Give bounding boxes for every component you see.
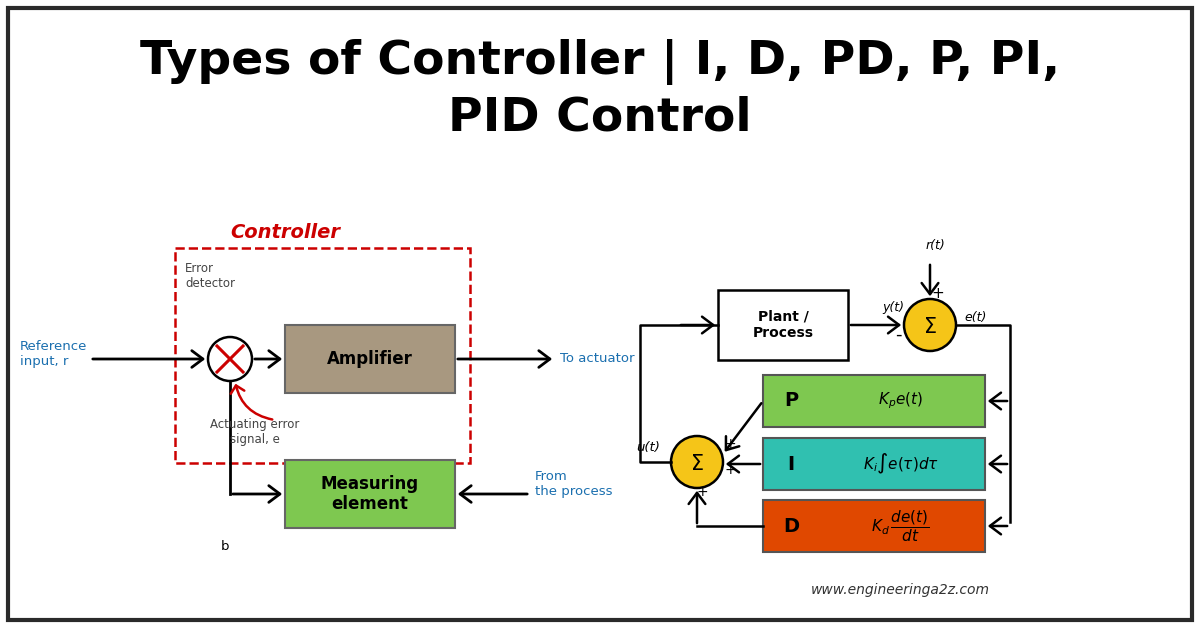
Text: b: b xyxy=(221,540,229,553)
Text: www.engineeringa2z.com: www.engineeringa2z.com xyxy=(810,583,990,597)
Text: -: - xyxy=(895,326,901,344)
Text: +: + xyxy=(724,463,736,477)
FancyBboxPatch shape xyxy=(8,8,1192,620)
Text: Error
detector: Error detector xyxy=(185,262,235,290)
Text: $K_d\,\dfrac{de(t)}{dt}$: $K_d\,\dfrac{de(t)}{dt}$ xyxy=(871,508,930,544)
Text: Reference
input, r: Reference input, r xyxy=(20,340,88,368)
Circle shape xyxy=(904,299,956,351)
Text: y(t): y(t) xyxy=(882,301,904,315)
Text: From
the process: From the process xyxy=(535,470,612,498)
Circle shape xyxy=(208,337,252,381)
Text: $\Sigma$: $\Sigma$ xyxy=(690,454,704,474)
Text: r(t): r(t) xyxy=(925,239,944,252)
Text: Controller: Controller xyxy=(230,222,340,242)
Text: +: + xyxy=(696,485,708,499)
Text: Types of Controller | I, D, PD, P, PI,: Types of Controller | I, D, PD, P, PI, xyxy=(140,39,1060,85)
Text: I: I xyxy=(787,455,794,474)
Text: Plant /
Process: Plant / Process xyxy=(752,310,814,340)
FancyBboxPatch shape xyxy=(763,500,985,552)
FancyBboxPatch shape xyxy=(763,375,985,427)
Text: P: P xyxy=(784,391,798,411)
Text: u(t): u(t) xyxy=(636,441,660,455)
Text: $\Sigma$: $\Sigma$ xyxy=(923,317,937,337)
Text: $K_p e(t)$: $K_p e(t)$ xyxy=(878,391,923,411)
Text: +: + xyxy=(724,437,736,451)
Text: $K_i\int e(\tau)d\tau$: $K_i\int e(\tau)d\tau$ xyxy=(863,452,938,476)
Text: Amplifier: Amplifier xyxy=(328,350,413,368)
Text: Actuating error
signal, e: Actuating error signal, e xyxy=(210,418,300,446)
FancyBboxPatch shape xyxy=(286,325,455,393)
Text: e(t): e(t) xyxy=(964,311,986,325)
Text: PID Control: PID Control xyxy=(448,95,752,141)
FancyBboxPatch shape xyxy=(718,290,848,360)
Text: D: D xyxy=(782,516,799,536)
Text: +: + xyxy=(931,286,944,301)
Circle shape xyxy=(671,436,722,488)
FancyBboxPatch shape xyxy=(763,438,985,490)
Text: Measuring
element: Measuring element xyxy=(320,475,419,514)
Text: To actuator: To actuator xyxy=(560,352,635,365)
FancyBboxPatch shape xyxy=(286,460,455,528)
